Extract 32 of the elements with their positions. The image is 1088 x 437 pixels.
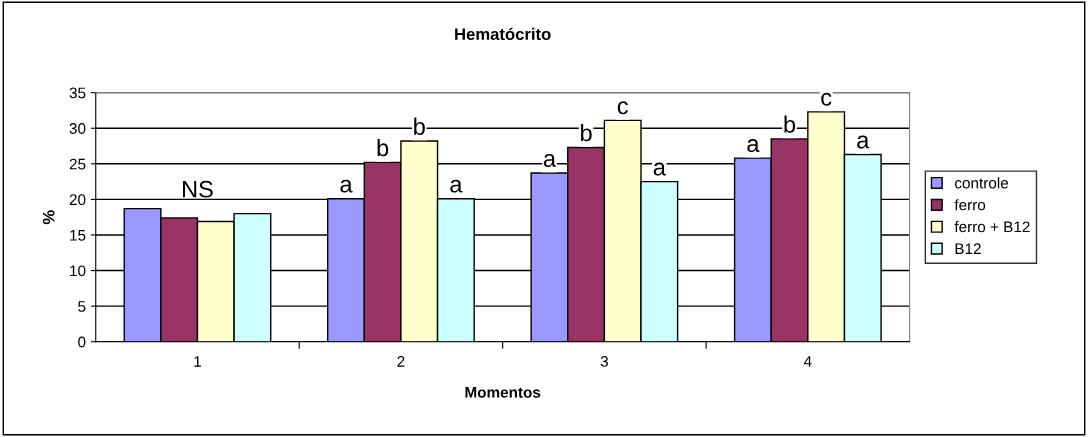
legend-label: controle [955,177,1009,189]
legend-label: ferro [954,199,986,211]
annotation: a [857,135,870,149]
x-tick-label: 3 [600,356,608,367]
y-tick-label: 10 [70,265,86,277]
annotation: b [414,117,425,135]
annotation: a [340,179,353,193]
y-tick-label: 30 [69,123,86,134]
annotation: c [821,92,832,106]
y-tick-label: 20 [69,194,86,206]
chart-title: Hematócrito [455,27,551,41]
annotation: b [784,115,796,133]
annotation: a [450,179,463,193]
annotation: c [617,101,628,115]
y-tick-label: 5 [78,301,86,312]
annotation: NS [183,180,213,198]
y-tick-label: 0 [78,336,86,348]
y-tick-label: 15 [70,230,86,241]
annotation: a [543,154,557,167]
x-axis-title: Momentos [465,387,541,398]
legend-label: ferro + B12 [954,221,1030,233]
legend-label: B12 [955,243,981,254]
annotation: a [747,139,760,153]
x-tick-label: 1 [194,356,201,367]
y-tick-label: 35 [69,87,86,99]
y-tick-label: 25 [69,158,86,170]
annotation: b [377,138,389,157]
annotation: a [653,162,666,176]
annotation: b [581,124,592,142]
x-tick-label: 2 [397,356,405,367]
x-tick-label: 4 [803,356,812,367]
y-axis-title: % [42,210,55,225]
